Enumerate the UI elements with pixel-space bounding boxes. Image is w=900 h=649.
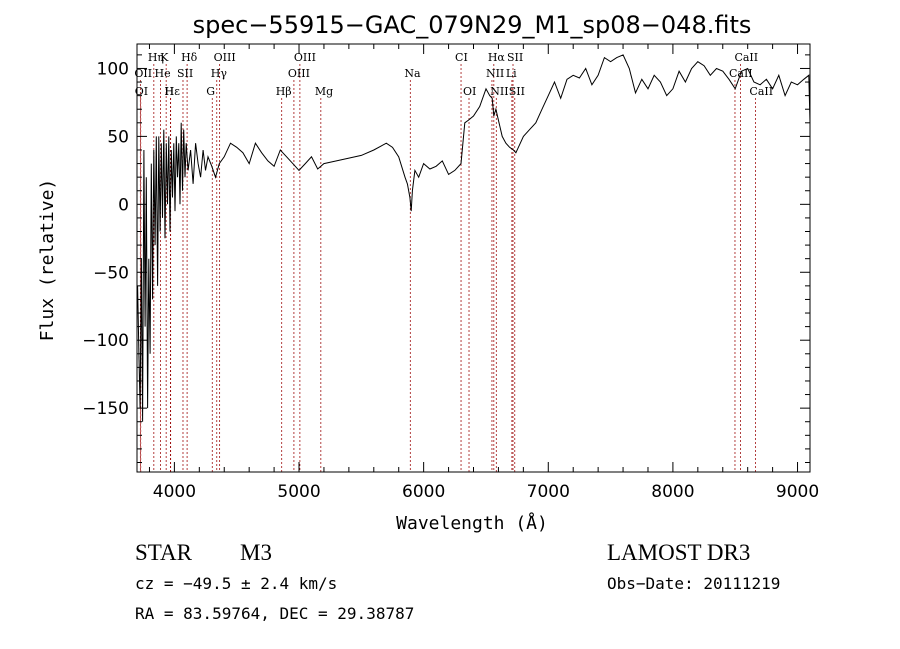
marker-label-22: Hβ (276, 85, 292, 98)
survey-name: LAMOST DR3 (607, 540, 751, 565)
chart-title: spec−55915−GAC_079N29_M1_sp08−048.fits (193, 11, 752, 39)
marker-label-21: G (206, 85, 215, 98)
object-subclass: M3 (240, 540, 272, 565)
marker-label-20: H (164, 85, 174, 98)
x-tick-label-3: 7000 (527, 482, 570, 502)
marker-label-11: SII (177, 67, 193, 80)
marker-label-3: OIII (214, 51, 236, 64)
x-tick-label-1: 5000 (277, 482, 320, 502)
marker-label-16: Li (506, 67, 517, 80)
x-tick-label-4: 8000 (651, 482, 694, 502)
spectrum-line (137, 54, 811, 422)
marker-label-8: CaII (734, 51, 758, 64)
marker-label-18: OI (135, 85, 148, 98)
marker-label-23: Mg (315, 85, 333, 98)
marker-label-19: Hε (165, 85, 181, 98)
y-tick-label-1: −100 (82, 331, 129, 351)
marker-label-5: CI (455, 51, 468, 64)
obs-date: Obs−Date: 20111219 (607, 574, 781, 593)
x-tick-label-2: 6000 (402, 482, 445, 502)
y-tick-label-5: 100 (97, 59, 129, 79)
marker-label-9: OII (134, 67, 152, 80)
marker-label-13: OIII (288, 67, 310, 80)
x-axis-label: Wavelength (Å) (396, 512, 548, 534)
x-tick-label-0: 4000 (153, 482, 196, 502)
marker-label-0: Hη (148, 51, 164, 64)
y-tick-label-0: −150 (82, 399, 129, 419)
y-tick-label-2: −50 (93, 263, 129, 283)
redshift-cz: cz = −49.5 ± 2.4 km/s (135, 574, 338, 593)
plot-frame (136, 43, 811, 473)
ra-dec-coords: RA = 83.59764, DEC = 29.38787 (135, 604, 415, 623)
marker-label-24: OI (463, 85, 476, 98)
y-axis-label: Flux (relative) (37, 179, 58, 342)
marker-label-2: Hδ (181, 51, 198, 64)
marker-label-25: NII (490, 85, 508, 98)
marker-label-26: SII (509, 85, 525, 98)
marker-label-6: Hα (488, 51, 506, 64)
marker-label-10: He (155, 67, 171, 80)
marker-label-27: CaII (749, 85, 773, 98)
marker-label-14: Na (404, 67, 421, 80)
marker-label-15: NII (486, 67, 504, 80)
x-tick-label-5: 9000 (776, 482, 819, 502)
y-axis: −150 −100 −50 0 50 100 (82, 54, 810, 463)
marker-label-4: OIII (294, 51, 316, 64)
marker-label-1: K (160, 51, 169, 64)
marker-label-7: SII (507, 51, 523, 64)
object-class: STAR (135, 540, 192, 565)
y-tick-label-4: 50 (107, 127, 129, 147)
marker-label-12: Hγ (211, 67, 228, 80)
x-axis: 4000 5000 6000 7000 8000 9000 (148, 44, 819, 502)
y-tick-label-3: 0 (118, 195, 129, 215)
